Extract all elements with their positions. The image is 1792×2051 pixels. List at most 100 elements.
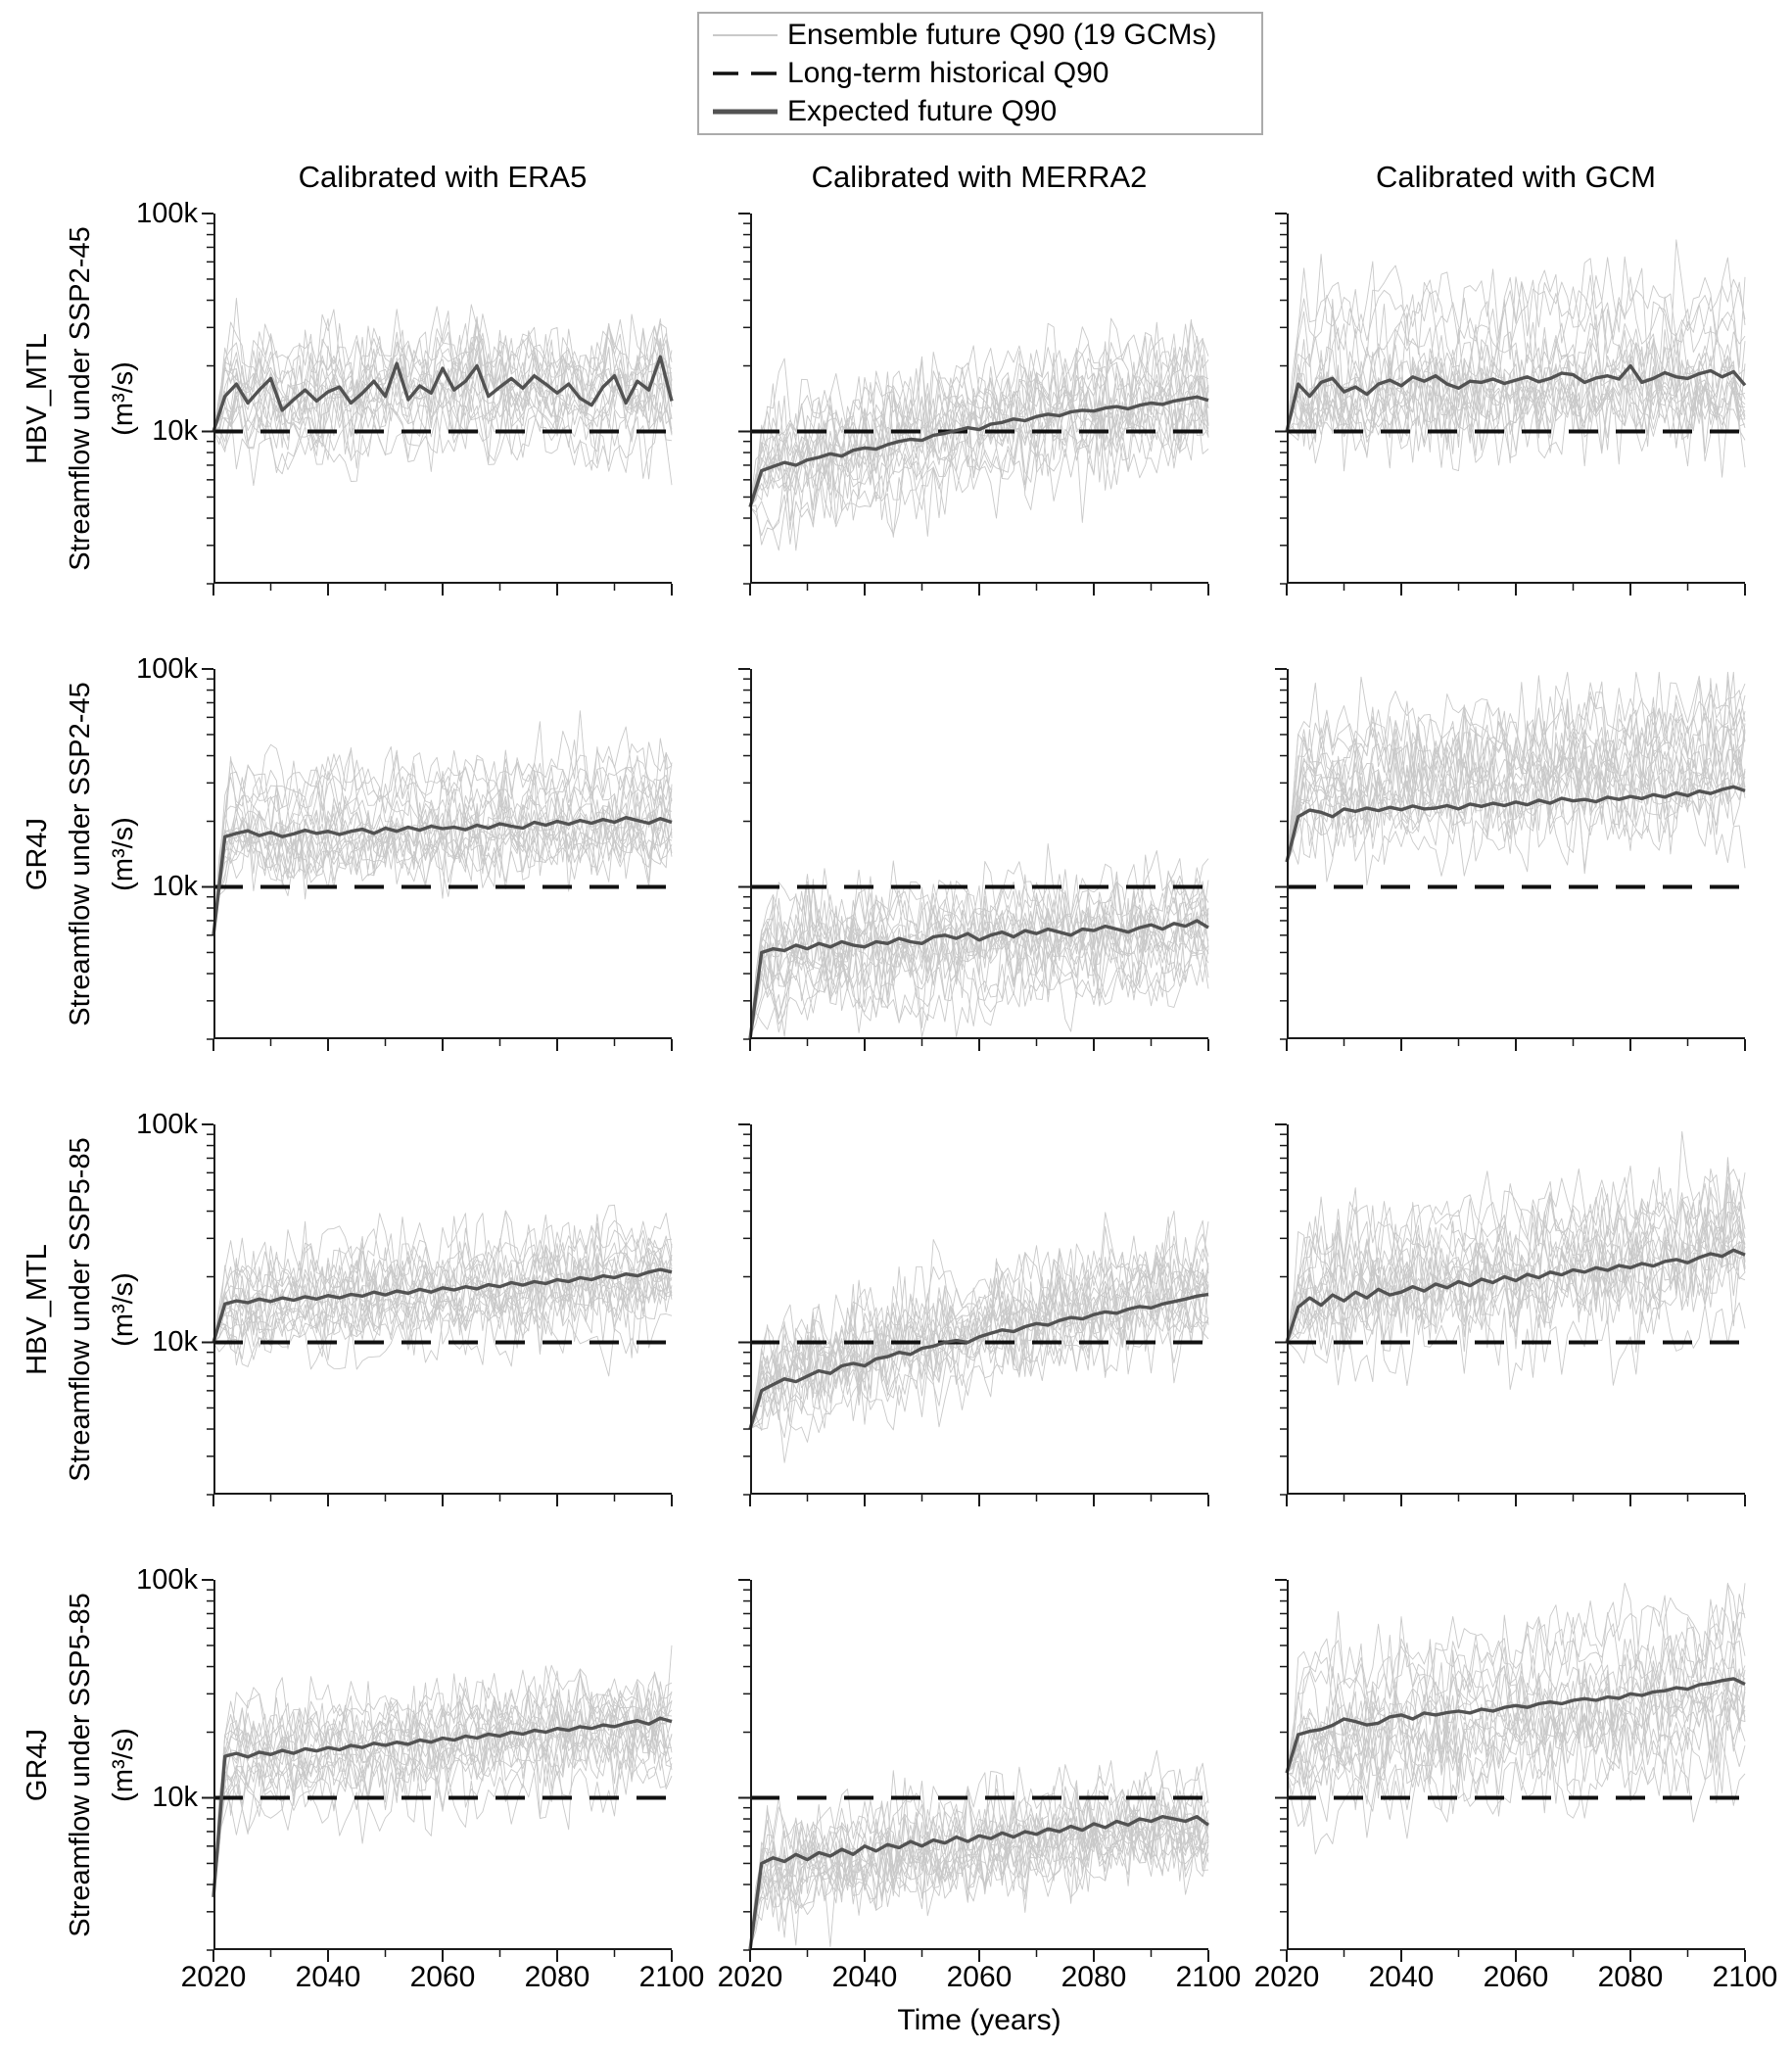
- row-label-model: HBV_MTL: [22, 333, 53, 464]
- x-tick-label: 2040: [1368, 1961, 1435, 1993]
- row-label-scenario: Streamflow under SSP5-85: [65, 1593, 96, 1937]
- ensemble-line: [212, 1204, 673, 1343]
- ensemble-line: [212, 357, 673, 469]
- ensemble-line: [212, 1690, 673, 1897]
- ensemble-line: [749, 1785, 1209, 1948]
- ensemble-line: [749, 907, 1209, 1037]
- ensemble-line: [749, 843, 1209, 1037]
- ensemble-line: [749, 912, 1209, 1037]
- ensemble-line: [749, 871, 1209, 1037]
- panel-r1c2-gcm: [1275, 668, 1746, 1051]
- ensemble-line: [749, 323, 1209, 507]
- ensemble-line: [212, 1242, 673, 1343]
- expected-q90-line: [212, 1716, 673, 1898]
- ensemble-line: [212, 310, 673, 432]
- ensemble-line: [212, 794, 673, 935]
- legend-sample-ensemble-line: [713, 33, 778, 36]
- ensemble-line: [749, 359, 1209, 507]
- y-tick-label: 100k: [136, 653, 198, 685]
- legend-item-historical: Long-term historical Q90: [713, 54, 1261, 92]
- ensemble-line: [749, 893, 1209, 1037]
- ensemble-line: [212, 784, 673, 935]
- row-label-hbv-ssp245: HBV_MTL Streamflow under SSP2-45 (m³/s): [13, 168, 148, 629]
- ensemble-line: [212, 1264, 673, 1350]
- ensemble-line: [1286, 1183, 1746, 1343]
- ensemble-line: [1286, 1582, 1746, 1774]
- column-title-gcm: Calibrated with GCM: [1376, 160, 1656, 194]
- panel-r0c0-era5: [202, 213, 674, 596]
- expected-q90-line: [748, 1814, 1210, 1951]
- ensemble-line: [1286, 1187, 1746, 1343]
- y-tick-label: 10k: [152, 871, 198, 903]
- ensemble-line: [749, 1219, 1209, 1430]
- ensemble-line: [1286, 743, 1746, 875]
- legend-label-ensemble: Ensemble future Q90 (19 GCMs): [787, 18, 1217, 51]
- ensemble-line: [749, 350, 1209, 507]
- ensemble-line: [1286, 346, 1746, 467]
- x-tick-label: 2100: [638, 1961, 705, 1993]
- x-tick-label: 2100: [1712, 1961, 1778, 1993]
- ensemble-line: [749, 1216, 1209, 1431]
- y-tick-label: 10k: [152, 415, 198, 448]
- panel-r0c2-gcm: [1275, 213, 1747, 596]
- x-tick-label: 2080: [524, 1961, 590, 1993]
- ensemble-line: [1286, 671, 1746, 863]
- y-tick-label: 100k: [136, 1109, 198, 1140]
- ensemble-line: [749, 1272, 1209, 1430]
- panel-r2c1-merra2: [738, 1123, 1209, 1506]
- ensemble-line: [749, 878, 1209, 1037]
- ensemble-line: [1286, 1697, 1746, 1812]
- ensemble-line: [212, 710, 673, 935]
- legend-item-ensemble: Ensemble future Q90 (19 GCMs): [713, 16, 1261, 54]
- ensemble-line: [749, 854, 1209, 1037]
- ensemble-line: [212, 396, 673, 487]
- ensemble-line: [212, 317, 673, 432]
- x-tick-label: 2080: [1597, 1961, 1664, 1993]
- ensemble-line: [1286, 732, 1746, 863]
- ensemble-line: [1286, 1182, 1746, 1343]
- row-label-scenario: Streamflow under SSP2-45: [65, 682, 96, 1026]
- ensemble-line: [749, 894, 1209, 1037]
- x-tick-label: 2020: [180, 1961, 247, 1993]
- panel-r1c0-era5: [202, 668, 673, 1051]
- ensemble-line: [749, 405, 1209, 546]
- y-tick-label: 10k: [152, 1782, 198, 1814]
- expected-q90-line: [748, 395, 1209, 508]
- ensemble-line: [1286, 735, 1746, 863]
- ensemble-line: [1286, 671, 1746, 863]
- ensemble-line: [749, 1210, 1209, 1430]
- column-title-era5: Calibrated with ERA5: [298, 160, 588, 194]
- ensemble-line: [1286, 1675, 1746, 1805]
- panel-r3c2-gcm: [1275, 1579, 1746, 1962]
- ensemble-line: [749, 1792, 1209, 1948]
- panel-r1c1-merra2: [738, 668, 1209, 1051]
- panel-r2c0-era5: [202, 1123, 673, 1506]
- ensemble-line: [212, 1669, 673, 1897]
- ensemble-line: [1286, 1704, 1746, 1855]
- y-tick-label: 100k: [136, 198, 198, 229]
- expected-q90-line: [1285, 1677, 1746, 1774]
- ensemble-line: [749, 317, 1209, 507]
- ensemble-line: [749, 1779, 1209, 1948]
- ensemble-line: [212, 791, 673, 935]
- ensemble-line: [212, 1720, 673, 1897]
- ensemble-line: [749, 1307, 1209, 1443]
- ensemble-line: [212, 1243, 673, 1343]
- expected-q90-line: [212, 815, 673, 935]
- ensemble-line: [212, 1708, 673, 1897]
- ensemble-line: [1286, 1222, 1746, 1360]
- x-tick-label: 2100: [1175, 1961, 1242, 1993]
- ensemble-line: [749, 1270, 1209, 1430]
- x-tick-label: 2040: [831, 1961, 898, 1993]
- ensemble-line: [749, 1810, 1209, 1948]
- ensemble-line: [212, 1210, 673, 1343]
- ensemble-line: [1286, 239, 1746, 432]
- ensemble-line: [1286, 759, 1746, 886]
- ensemble-line: [212, 297, 673, 432]
- ensemble-line: [1286, 1211, 1746, 1346]
- ensemble-line: [212, 1665, 673, 1897]
- expected-q90-line: [1285, 785, 1746, 863]
- legend-label-expected: Expected future Q90: [787, 95, 1058, 128]
- ensemble-line: [749, 1258, 1209, 1430]
- ensemble-line: [212, 760, 673, 935]
